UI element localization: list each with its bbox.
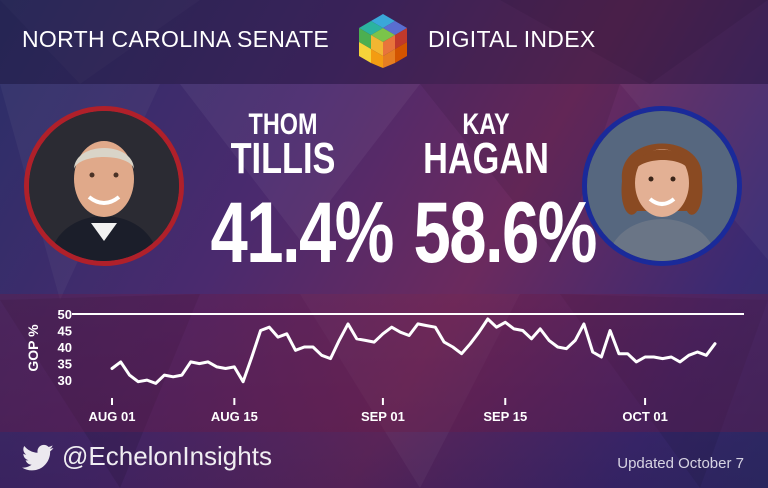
- tillis-photo: [29, 111, 179, 261]
- chart-band: [0, 294, 768, 432]
- twitter-handle[interactable]: @EchelonInsights: [62, 441, 272, 471]
- x-tick-label: SEP 01: [361, 409, 405, 424]
- x-tick-label: OCT 01: [622, 409, 668, 424]
- tillis-last-name: TILLIS: [230, 134, 336, 183]
- hagan-last-name: HAGAN: [423, 134, 549, 183]
- y-tick-label: 45: [58, 324, 72, 339]
- title-left: NORTH CAROLINA SENATE: [22, 26, 330, 52]
- hagan-portrait: [582, 106, 742, 266]
- x-tick-label: AUG 01: [89, 409, 136, 424]
- x-tick-label: AUG 15: [211, 409, 258, 424]
- title-right: DIGITAL INDEX: [428, 26, 596, 52]
- tillis-portrait: [24, 106, 184, 266]
- updated-date: Updated October 7: [617, 455, 744, 472]
- y-tick-label: 30: [58, 373, 72, 388]
- y-tick-label: 35: [58, 357, 72, 372]
- y-axis-label: GOP %: [25, 324, 41, 372]
- cube-logo-icon: [359, 14, 407, 68]
- y-tick-label: 50: [58, 307, 72, 322]
- hagan-percent: 58.6%: [413, 185, 597, 281]
- header-bar: NORTH CAROLINA SENATE DIGITAL INDEX: [0, 0, 768, 84]
- gop-share-line: [110, 317, 717, 385]
- y-tick-label: 40: [58, 340, 72, 355]
- tillis-first-name: THOM: [248, 108, 318, 141]
- hagan-photo: [587, 111, 737, 261]
- twitter-bird-icon: [22, 444, 54, 471]
- hagan-first-name: KAY: [462, 108, 510, 141]
- tillis-percent: 41.4%: [210, 185, 394, 281]
- x-tick-label: SEP 15: [483, 409, 527, 424]
